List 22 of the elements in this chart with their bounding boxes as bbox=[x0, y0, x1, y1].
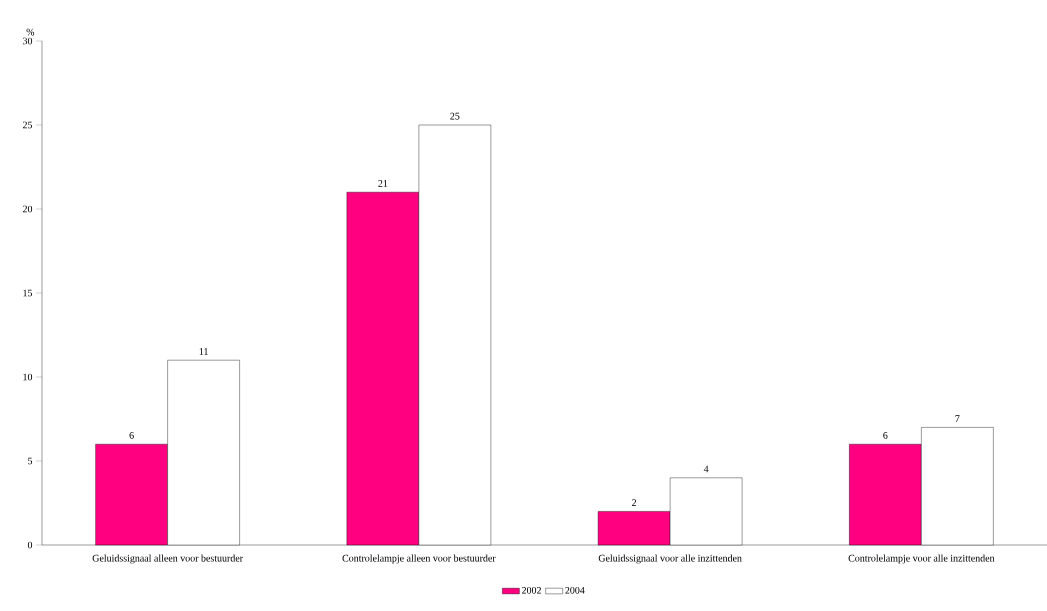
x-tick-label: Geluidssignaal alleen voor bestuurder bbox=[92, 554, 243, 564]
data-label: 7 bbox=[955, 415, 960, 422]
y-tick-label: 5 bbox=[28, 457, 33, 465]
legend-label: 2002 bbox=[522, 586, 541, 594]
data-label: 11 bbox=[199, 348, 208, 355]
data-label: 6 bbox=[129, 431, 134, 439]
data-label: 4 bbox=[703, 465, 709, 473]
y-tick-label: 15 bbox=[23, 289, 33, 297]
data-label: 2 bbox=[632, 499, 637, 506]
y-axis-title: % bbox=[26, 28, 35, 36]
legend-label: 2004 bbox=[565, 586, 585, 594]
data-label: 21 bbox=[378, 180, 388, 187]
x-tick-label: Geluidssignaal voor alle inzittenden bbox=[598, 554, 742, 564]
data-label: 25 bbox=[450, 112, 460, 120]
y-tick-label: 30 bbox=[23, 37, 33, 45]
y-tick-label: 0 bbox=[27, 541, 33, 549]
x-tick-label: Controlelampje alleen voor bestuurder bbox=[342, 554, 496, 564]
x-tick-label: Controlelampje voor alle inzittenden bbox=[848, 554, 995, 564]
y-tick-label: 10 bbox=[23, 373, 33, 381]
y-tick-label: 25 bbox=[22, 121, 33, 129]
y-tick-label: 20 bbox=[22, 205, 33, 213]
data-label: 6 bbox=[883, 431, 888, 439]
